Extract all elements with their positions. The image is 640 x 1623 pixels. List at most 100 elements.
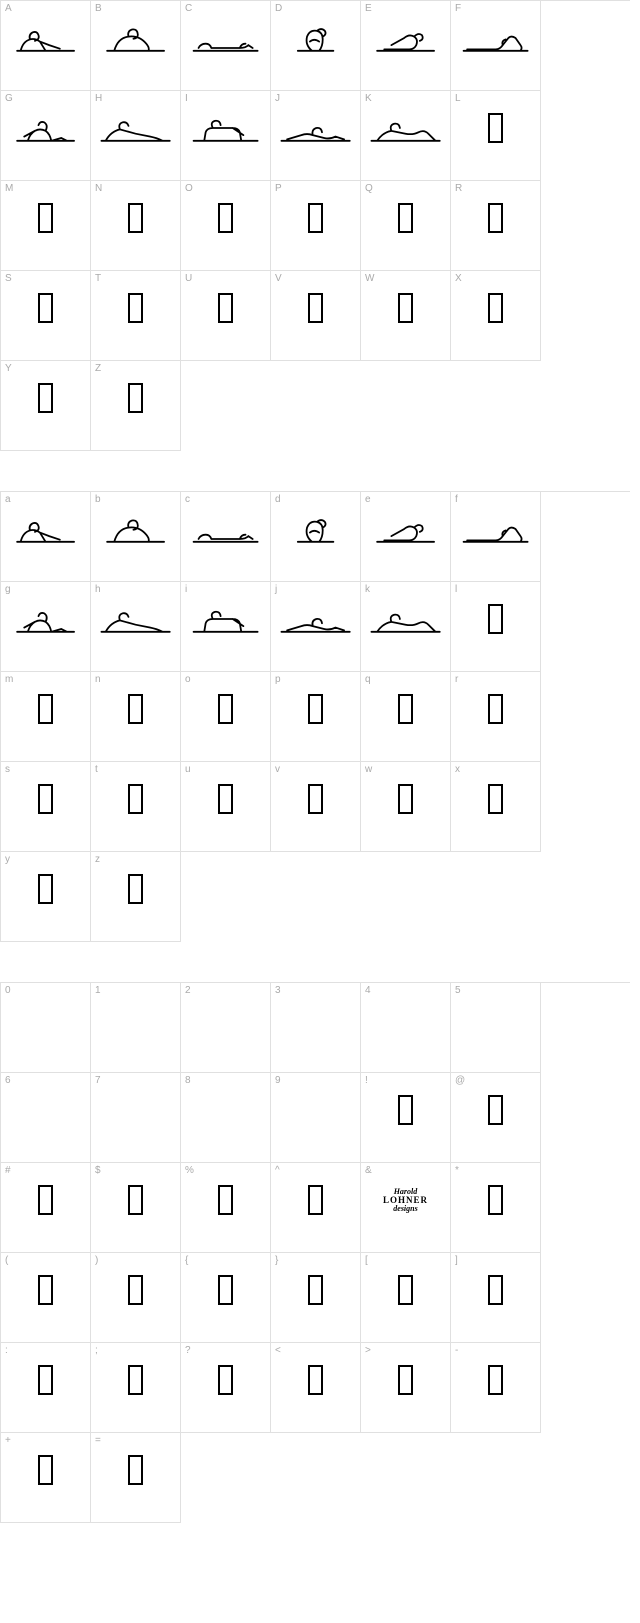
- pose-glyph: [10, 514, 81, 544]
- glyph-cell: Y: [1, 361, 91, 451]
- missing-glyph-box: [488, 203, 503, 233]
- missing-glyph-box: [488, 694, 503, 724]
- glyph-cell: 3: [271, 983, 361, 1073]
- cell-glyph: [451, 193, 540, 243]
- glyph-grid: ABCDEFGHIJKLMNOPQRSTUVWXYZ: [0, 0, 630, 451]
- cell-glyph: [181, 193, 270, 243]
- cell-glyph: [361, 1355, 450, 1405]
- glyph-section-lowercase: abcdefghijklmnopqrstuvwxyz: [0, 491, 640, 942]
- missing-glyph-box: [38, 383, 53, 413]
- cell-glyph: [271, 283, 360, 333]
- cell-glyph: [1, 1355, 90, 1405]
- cell-glyph: [91, 1265, 180, 1315]
- glyph-cell: Z: [91, 361, 181, 451]
- glyph-cell: P: [271, 181, 361, 271]
- glyph-cell: B: [91, 1, 181, 91]
- missing-glyph-box: [398, 293, 413, 323]
- cell-glyph: [451, 504, 540, 554]
- cell-glyph: [451, 774, 540, 824]
- cell-glyph: [1, 1175, 90, 1225]
- pose-glyph: [370, 514, 441, 544]
- pose-glyph: [10, 113, 81, 143]
- cell-glyph: [271, 594, 360, 644]
- glyph-section-symbols: 0123456789!@#$%^&HaroldLOHNERdesigns*(){…: [0, 982, 640, 1523]
- cell-glyph: [1, 774, 90, 824]
- empty-cell: [181, 361, 271, 451]
- glyph-cell: p: [271, 672, 361, 762]
- glyph-cell: U: [181, 271, 271, 361]
- missing-glyph-box: [398, 203, 413, 233]
- glyph-cell: f: [451, 492, 541, 582]
- cell-glyph: [1, 373, 90, 423]
- cell-glyph: [181, 1355, 270, 1405]
- cell-glyph: [451, 1265, 540, 1315]
- missing-glyph-box: [398, 784, 413, 814]
- cell-glyph: [271, 1175, 360, 1225]
- missing-glyph-box: [398, 694, 413, 724]
- cell-glyph: [271, 1085, 360, 1135]
- pose-glyph: [100, 604, 171, 634]
- pose-glyph: [460, 23, 531, 53]
- missing-glyph-box: [38, 1455, 53, 1485]
- glyph-cell: ?: [181, 1343, 271, 1433]
- glyph-cell: l: [451, 582, 541, 672]
- cell-glyph: [91, 1085, 180, 1135]
- cell-glyph: [451, 1085, 540, 1135]
- missing-glyph-box: [488, 604, 503, 634]
- glyph-cell: [: [361, 1253, 451, 1343]
- missing-glyph-box: [38, 203, 53, 233]
- glyph-cell: ^: [271, 1163, 361, 1253]
- missing-glyph-box: [38, 874, 53, 904]
- missing-glyph-box: [128, 694, 143, 724]
- missing-glyph-box: [488, 1185, 503, 1215]
- pose-glyph: [280, 604, 351, 634]
- glyph-grid: abcdefghijklmnopqrstuvwxyz: [0, 491, 630, 942]
- empty-cell: [271, 361, 361, 451]
- cell-glyph: [1, 283, 90, 333]
- cell-glyph: [271, 103, 360, 153]
- missing-glyph-box: [218, 694, 233, 724]
- cell-glyph: [361, 504, 450, 554]
- empty-cell: [181, 1433, 271, 1523]
- cell-glyph: [361, 995, 450, 1045]
- glyph-cell: v: [271, 762, 361, 852]
- glyph-cell: b: [91, 492, 181, 582]
- missing-glyph-box: [218, 1185, 233, 1215]
- cell-glyph: [1, 504, 90, 554]
- missing-glyph-box: [488, 1095, 503, 1125]
- glyph-cell: n: [91, 672, 181, 762]
- missing-glyph-box: [308, 203, 323, 233]
- glyph-cell: q: [361, 672, 451, 762]
- missing-glyph-box: [488, 1365, 503, 1395]
- pose-glyph: [280, 113, 351, 143]
- missing-glyph-box: [128, 874, 143, 904]
- glyph-cell: +: [1, 1433, 91, 1523]
- glyph-cell: g: [1, 582, 91, 672]
- cell-glyph: [1, 1265, 90, 1315]
- pose-glyph: [190, 23, 261, 53]
- glyph-cell: 8: [181, 1073, 271, 1163]
- glyph-cell: =: [91, 1433, 181, 1523]
- glyph-cell: W: [361, 271, 451, 361]
- cell-glyph: [451, 995, 540, 1045]
- cell-glyph: [271, 504, 360, 554]
- missing-glyph-box: [308, 784, 323, 814]
- empty-cell: [271, 852, 361, 942]
- missing-glyph-box: [398, 1365, 413, 1395]
- pose-glyph: [280, 514, 351, 544]
- cell-glyph: [1, 594, 90, 644]
- glyph-cell: %: [181, 1163, 271, 1253]
- cell-glyph: [271, 1265, 360, 1315]
- cell-glyph: [181, 283, 270, 333]
- glyph-cell: !: [361, 1073, 451, 1163]
- cell-glyph: [451, 594, 540, 644]
- glyph-cell: $: [91, 1163, 181, 1253]
- missing-glyph-box: [38, 1275, 53, 1305]
- glyph-cell: V: [271, 271, 361, 361]
- glyph-grid: 0123456789!@#$%^&HaroldLOHNERdesigns*(){…: [0, 982, 630, 1523]
- glyph-cell: R: [451, 181, 541, 271]
- cell-glyph: [451, 1355, 540, 1405]
- cell-glyph: [91, 864, 180, 914]
- missing-glyph-box: [38, 1365, 53, 1395]
- glyph-cell: e: [361, 492, 451, 582]
